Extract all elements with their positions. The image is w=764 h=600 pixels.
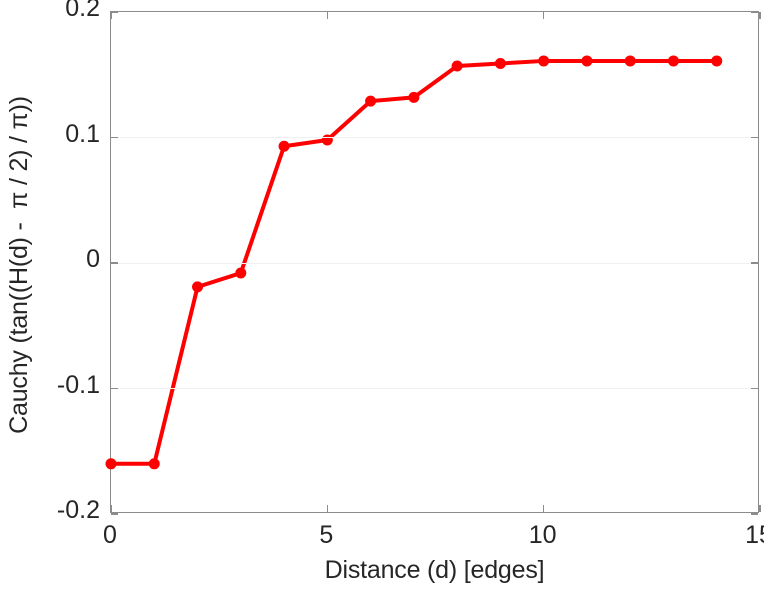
- data-point-marker: [278, 140, 290, 152]
- y-tick-mark: [111, 387, 118, 390]
- data-point-marker: [408, 91, 420, 103]
- data-point-marker: [235, 267, 247, 279]
- data-point-marker: [624, 55, 636, 67]
- data-point-marker: [451, 60, 463, 72]
- y-tick-mark: [751, 513, 758, 515]
- x-tick-mark: [759, 12, 761, 19]
- gridline-horizontal: [111, 262, 758, 264]
- x-tick-mark: [110, 505, 112, 512]
- x-tick-mark: [542, 12, 545, 19]
- y-tick-mark: [111, 136, 118, 139]
- data-point-marker: [667, 55, 679, 67]
- x-tick-label: 15: [745, 521, 764, 549]
- x-tick-mark: [326, 505, 329, 512]
- y-tick-label: 0.2: [65, 0, 100, 22]
- data-point-marker: [105, 458, 117, 470]
- plot-area: [105, 11, 761, 515]
- x-axis-label: Distance (d) [edges]: [324, 556, 545, 584]
- y-tick-mark: [111, 11, 118, 13]
- y-tick-mark: [751, 136, 758, 139]
- y-tick-label: -0.1: [56, 370, 100, 399]
- y-tick-label: 0.1: [65, 119, 100, 148]
- y-axis-label: Cauchy (tan((H(d) - π / 2) / π)): [4, 96, 33, 434]
- data-point-marker: [581, 55, 593, 67]
- data-layer: [105, 55, 723, 470]
- y-tick-mark: [751, 262, 758, 264]
- data-point-marker: [538, 55, 550, 67]
- x-tick-mark: [542, 505, 545, 512]
- y-tick-mark: [751, 11, 758, 13]
- x-tick-label: 5: [319, 521, 334, 549]
- data-point-marker: [494, 57, 506, 69]
- data-point-marker: [711, 55, 723, 67]
- y-tick-mark: [751, 387, 758, 390]
- data-point-marker: [365, 95, 377, 107]
- gridline-horizontal: [111, 388, 758, 389]
- x-tick-mark: [759, 505, 761, 512]
- x-tick-label: 10: [528, 521, 557, 549]
- x-tick-label: 0: [103, 521, 117, 549]
- x-tick-mark: [326, 12, 329, 19]
- y-tick-label: -0.2: [56, 496, 100, 524]
- y-tick-label: 0: [86, 245, 100, 273]
- y-tick-mark: [111, 262, 118, 264]
- y-tick-mark: [111, 513, 118, 515]
- data-point-marker: [148, 458, 160, 470]
- gridline-horizontal: [111, 137, 758, 138]
- x-tick-mark: [110, 12, 112, 19]
- data-point-marker: [192, 281, 204, 293]
